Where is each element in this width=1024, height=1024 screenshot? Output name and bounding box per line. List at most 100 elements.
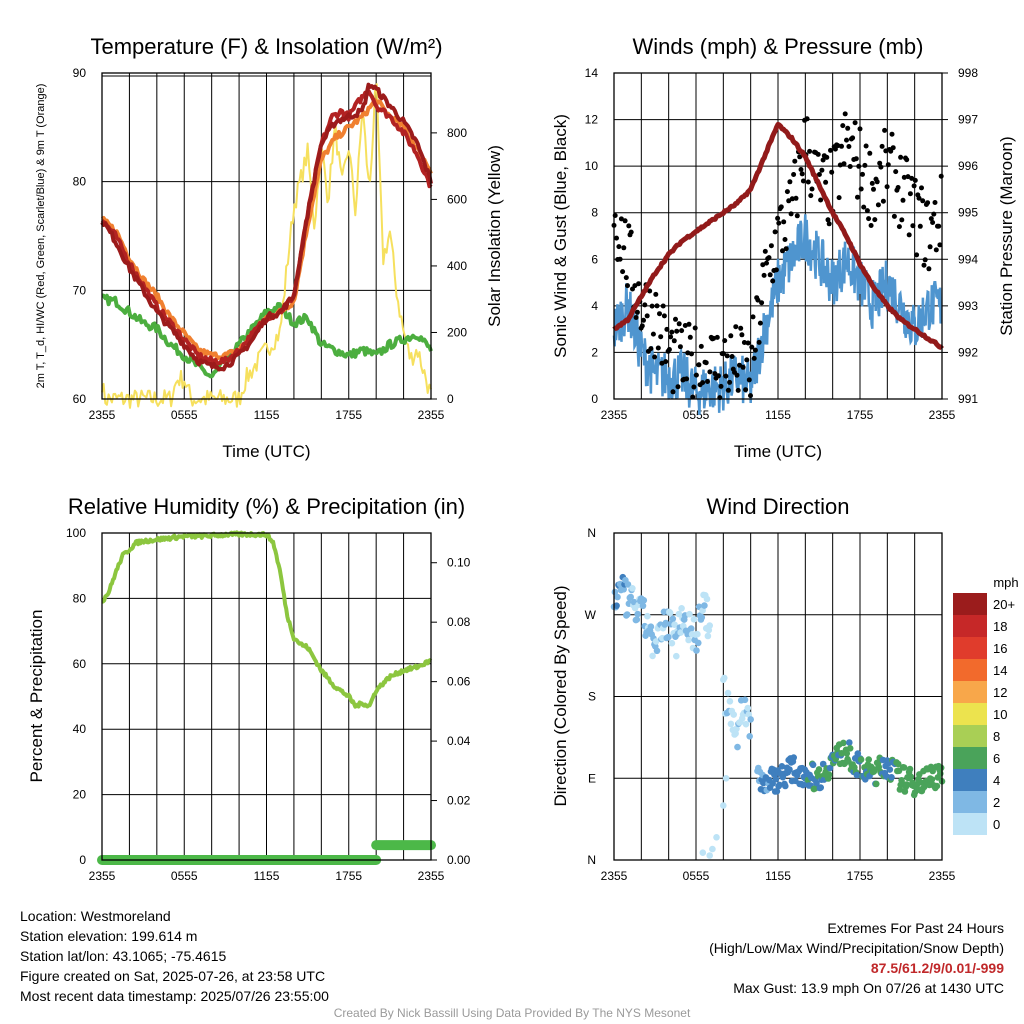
gust-point [804,116,810,122]
x-tick-label: 0555 [171,869,198,883]
gust-point [735,387,741,393]
direction-point [701,602,708,609]
panel-title: Winds (mph) & Pressure (mb) [633,34,924,59]
gust-point [700,380,706,386]
gust-point [930,220,936,225]
gust-point [718,383,724,389]
y-left-tick: 8 [591,206,598,220]
direction-point [825,771,833,778]
gust-point [840,123,846,129]
y-right-tick: 400 [447,259,467,273]
direction-point [741,696,749,704]
gust-point [623,275,629,281]
gust-point [794,213,800,219]
direction-point [857,756,865,763]
extremes-box: Extremes For Past 24 Hours (High/Low/Max… [709,918,1004,998]
direction-point [668,639,676,647]
darkred-series-line [100,82,433,372]
y2-axis-label: Solar Insolation (Yellow) [485,145,504,327]
direction-point [614,593,621,601]
direction-point [722,775,730,782]
gust-point [866,216,872,222]
direction-point [686,610,693,618]
gust-point [712,371,718,377]
gust-point [910,223,916,229]
gust-point [853,156,859,162]
direction-point [624,581,632,588]
direction-point [724,689,732,697]
gust-point [875,202,881,208]
gust-point [664,326,670,332]
y-left-tick: N [587,853,596,867]
gust-point [620,269,626,275]
direction-point [734,743,741,751]
gust-point [832,146,838,152]
direction-point [894,760,902,768]
direction-point [703,595,711,603]
direction-point [778,763,786,770]
gust-point [922,257,928,263]
gust-point [788,211,794,217]
gust-point [920,198,926,204]
gust-point [773,267,779,273]
x-tick-label: 1155 [765,869,791,883]
gust-point [705,379,710,384]
gust-point [669,329,675,335]
gust-point [687,334,693,340]
colorbar-swatch [953,615,987,637]
direction-point [826,764,834,772]
direction-point [678,605,685,612]
direction-point [649,652,656,660]
gust-point [727,379,733,385]
x-tick-label: 1755 [847,869,874,883]
gust-point [689,351,694,357]
direction-point [843,750,851,757]
gust-point [749,344,755,350]
direction-point [671,621,678,628]
direction-point [633,616,641,623]
y-left-tick: 60 [73,657,87,671]
gust-point [879,143,885,149]
gust-point [724,353,730,359]
gust-point [755,297,761,303]
gust-point [797,154,803,160]
gust-point [928,216,934,222]
x-tick-label: 1755 [847,408,874,422]
gust-point [693,372,699,378]
gust-point [846,144,852,149]
direction-point [693,647,700,654]
y-left-tick: 70 [73,283,87,297]
gust-point [666,347,672,352]
direction-point [666,609,674,617]
y-right-tick: 992 [958,345,978,359]
gust-point [921,262,927,268]
y-left-tick: W [585,608,597,622]
y-right-tick: 0.08 [447,615,471,629]
gust-point [916,195,922,201]
gust-point [626,223,632,229]
gust-point [857,126,863,132]
y-left-tick: 90 [73,66,87,80]
plot-frame [613,72,943,400]
colorbar-label: 8 [993,729,1000,744]
gust-point [692,325,698,331]
gust-point [783,246,789,252]
gust-point [762,248,768,254]
direction-point [727,720,735,728]
station-info: Location: Westmoreland Station elevation… [20,906,329,1006]
direction-point [699,849,707,856]
y-right-tick: 998 [958,66,978,80]
gust-point [650,331,656,337]
colorbar-label: 20+ [993,597,1015,612]
direction-point [907,773,915,780]
gust-point [663,359,669,365]
direction-point [900,764,908,771]
gust-point [912,177,918,183]
direction-point [647,623,655,630]
gust-point [852,120,858,126]
direction-point [786,766,793,773]
gust-point [654,303,660,309]
y-right-tick: 997 [958,113,978,127]
gust-point [679,328,685,334]
direction-point [720,802,727,809]
